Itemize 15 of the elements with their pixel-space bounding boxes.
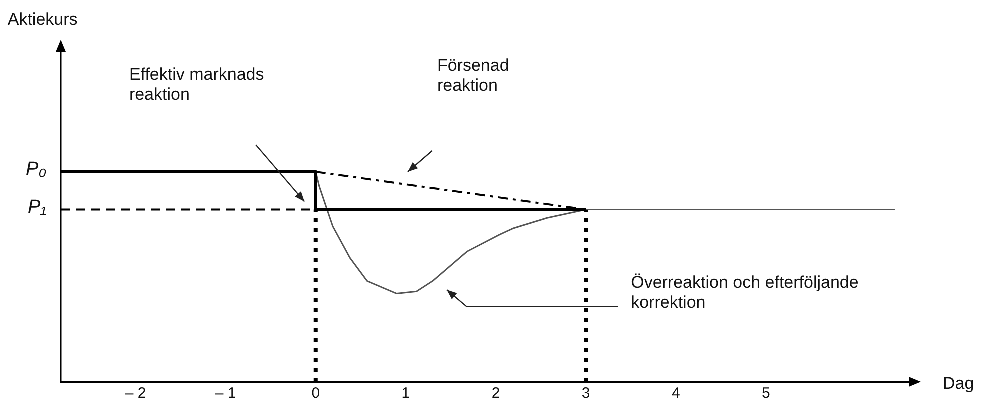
text: Effektiv marknads reaktion — [129, 64, 264, 105]
x-tick-label: 3 — [582, 385, 590, 402]
x-tick-label: 5 — [762, 385, 770, 402]
x-axis-title: Dag — [943, 374, 974, 394]
annotation: P₀ — [26, 158, 47, 180]
x-tick-label: 4 — [672, 385, 680, 402]
x-tick-label: 1 — [402, 385, 410, 402]
x-tick-label: 2 — [492, 385, 500, 402]
annotation: P₁ — [28, 196, 47, 218]
x-tick-label: – 2 — [125, 385, 146, 402]
text: Aktiekurs — [8, 10, 78, 30]
text: Försenad reaktion — [437, 56, 510, 96]
x-tick-label: 0 — [312, 385, 320, 402]
x-tick-label: – 1 — [215, 385, 236, 402]
annotation: Överreaktion och efterföljande korrektion — [631, 272, 859, 313]
